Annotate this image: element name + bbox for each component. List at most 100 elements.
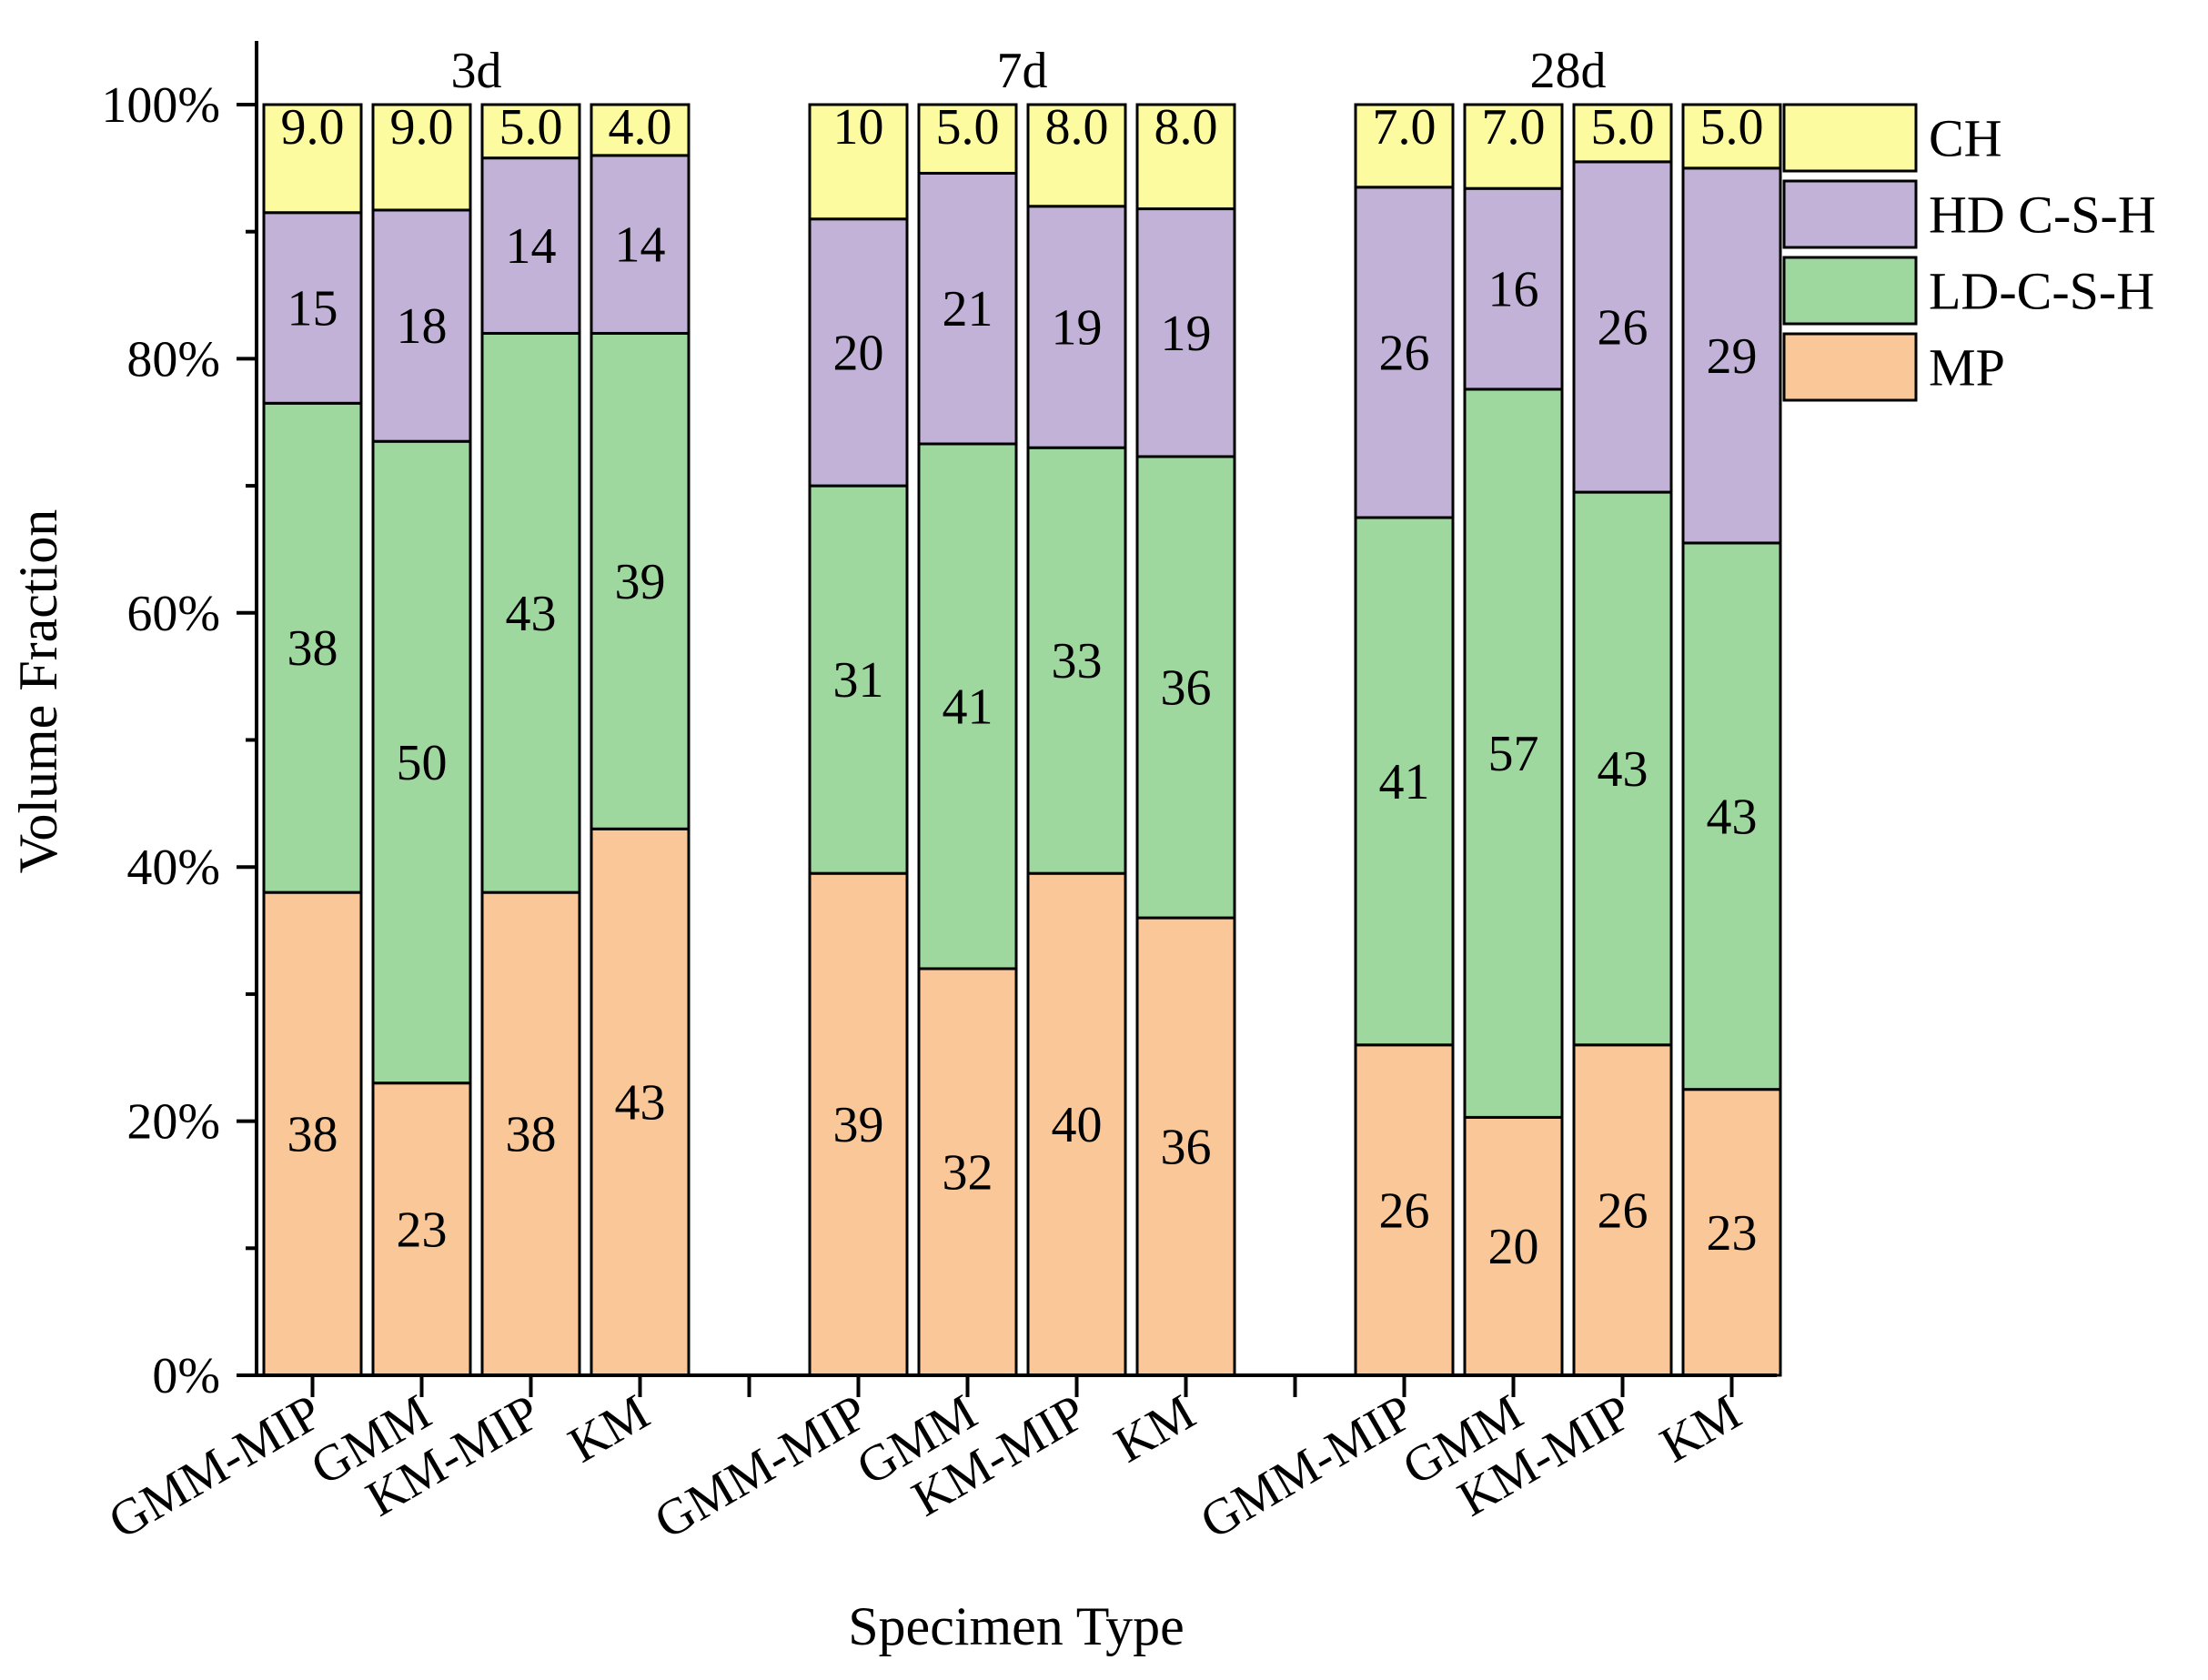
bar-segment-hd-c-s-h — [590, 154, 691, 335]
bar-segment-ld-c-s-h — [1354, 516, 1455, 1047]
bar-segment-ch — [917, 103, 1018, 175]
segment-label: 36 — [1161, 660, 1212, 717]
segment-label: 36 — [1161, 1120, 1212, 1176]
legend-swatch — [1782, 256, 1918, 326]
segment-label: 5.0 — [499, 99, 563, 156]
bar-segment-ld-c-s-h — [371, 439, 472, 1085]
legend-swatch — [1782, 103, 1918, 173]
segment-label: 10 — [833, 99, 884, 156]
segment-label: 29 — [1707, 328, 1758, 385]
bar-segment-ld-c-s-h — [1572, 490, 1673, 1047]
segment-label: 9.0 — [281, 99, 345, 156]
legend-label: MP — [1929, 338, 2005, 397]
segment-label: 14 — [506, 218, 557, 275]
segment-label: 4.0 — [609, 99, 672, 156]
legend: CH HD C-S-H LD-C-S-H MP — [1782, 103, 2156, 402]
bar-segment-ch — [590, 103, 691, 157]
bar-segment-hd-c-s-h — [917, 171, 1018, 446]
segment-label: 19 — [1052, 299, 1103, 356]
segment-label: 5.0 — [1591, 99, 1655, 156]
y-tick-label: 20% — [126, 1094, 220, 1151]
segment-label: 38 — [287, 620, 338, 677]
segment-label: 15 — [287, 281, 338, 337]
y-tick-label: 0% — [152, 1348, 220, 1404]
segment-label: 26 — [1598, 299, 1648, 356]
bar-segment-ld-c-s-h — [480, 331, 581, 894]
segment-label: 20 — [833, 325, 884, 381]
segment-label: 41 — [943, 679, 993, 735]
x-category-label: GMM-MIP — [645, 1384, 877, 1551]
group-label: 3d — [451, 43, 502, 99]
bar-segment-hd-c-s-h — [1026, 205, 1127, 449]
segment-label: 57 — [1488, 726, 1539, 782]
bar-segment-mp — [808, 871, 909, 1377]
bar-segment-ch — [1681, 103, 1782, 170]
segment-label: 43 — [1598, 741, 1648, 798]
segment-label: 23 — [397, 1202, 448, 1258]
segment-label: 7.0 — [1373, 99, 1437, 156]
y-tick-labels-layer: 0% 20% 40% 60% 80% 100% — [101, 77, 220, 1404]
bar-segment-hd-c-s-h — [1681, 166, 1782, 545]
segment-label: 21 — [943, 281, 993, 337]
y-tick-label: 40% — [126, 840, 220, 896]
bar-segment-ld-c-s-h — [1463, 387, 1564, 1119]
segment-label: 14 — [615, 217, 666, 274]
segment-label: 8.0 — [1154, 99, 1218, 156]
segment-label: 23 — [1707, 1205, 1758, 1262]
y-tick-label: 80% — [126, 331, 220, 387]
bar-segment-mp — [1135, 916, 1236, 1377]
x-category-label: KM — [1105, 1384, 1205, 1474]
bar-segment-mp — [917, 967, 1018, 1377]
y-axis-title: Volume Fraction — [8, 509, 68, 874]
segment-label: 18 — [397, 298, 448, 355]
x-category-label: GMM-MIP — [1191, 1384, 1423, 1551]
bar-segment-mp — [1026, 871, 1127, 1377]
segment-label: 26 — [1598, 1182, 1648, 1239]
segment-label: 20 — [1488, 1219, 1539, 1275]
axes-layer — [237, 41, 1777, 1397]
legend-swatch — [1782, 332, 1918, 402]
group-labels-layer: 3d 7d 28d — [451, 43, 1607, 99]
group-label: 28d — [1530, 43, 1607, 99]
segment-label: 8.0 — [1045, 99, 1109, 156]
bar-segment-ch — [1135, 103, 1236, 211]
segment-label: 5.0 — [1700, 99, 1764, 156]
bar-segment-mp — [262, 890, 363, 1377]
segment-label: 40 — [1052, 1097, 1103, 1153]
segment-label: 31 — [833, 652, 884, 709]
bar-segment-ch — [371, 103, 472, 212]
segment-label: 38 — [287, 1107, 338, 1163]
segment-labels-layer: 38 38 15 9.0 23 50 18 9.0 38 43 14 5.0 43 39 14 4.0 39 31… — [281, 99, 1764, 1275]
bar-segment-ch — [1354, 103, 1455, 189]
bar-segment-hd-c-s-h — [808, 217, 909, 488]
x-axis-title: Specimen Type — [848, 1596, 1185, 1656]
bar-segment-ch — [1463, 103, 1564, 190]
segment-label: 5.0 — [936, 99, 1000, 156]
bar-segment-ld-c-s-h — [808, 484, 909, 875]
bar-segment-ld-c-s-h — [262, 401, 363, 894]
y-tick-label: 100% — [101, 77, 220, 134]
bar-segment-hd-c-s-h — [480, 156, 581, 335]
bar-segment-ch — [1026, 103, 1127, 208]
x-category-label: KM — [1651, 1384, 1750, 1474]
group-label: 7d — [997, 43, 1048, 99]
bar-segment-ld-c-s-h — [1135, 455, 1236, 920]
segment-label: 39 — [615, 554, 666, 610]
segment-label: 19 — [1161, 306, 1212, 362]
bar-segment-ch — [808, 103, 909, 221]
segment-label: 33 — [1052, 633, 1103, 689]
segment-label: 7.0 — [1482, 99, 1546, 156]
bar-segment-mp — [1681, 1088, 1782, 1377]
bar-segment-ch — [262, 103, 363, 215]
bars-layer — [262, 103, 1782, 1377]
segment-label: 26 — [1379, 325, 1430, 381]
segment-label: 16 — [1488, 262, 1539, 318]
bar-segment-ch — [480, 103, 581, 160]
segment-label: 43 — [1707, 789, 1758, 845]
x-category-label: KM — [560, 1384, 659, 1474]
segment-label: 50 — [397, 735, 448, 791]
legend-label: HD C-S-H — [1929, 186, 2156, 245]
